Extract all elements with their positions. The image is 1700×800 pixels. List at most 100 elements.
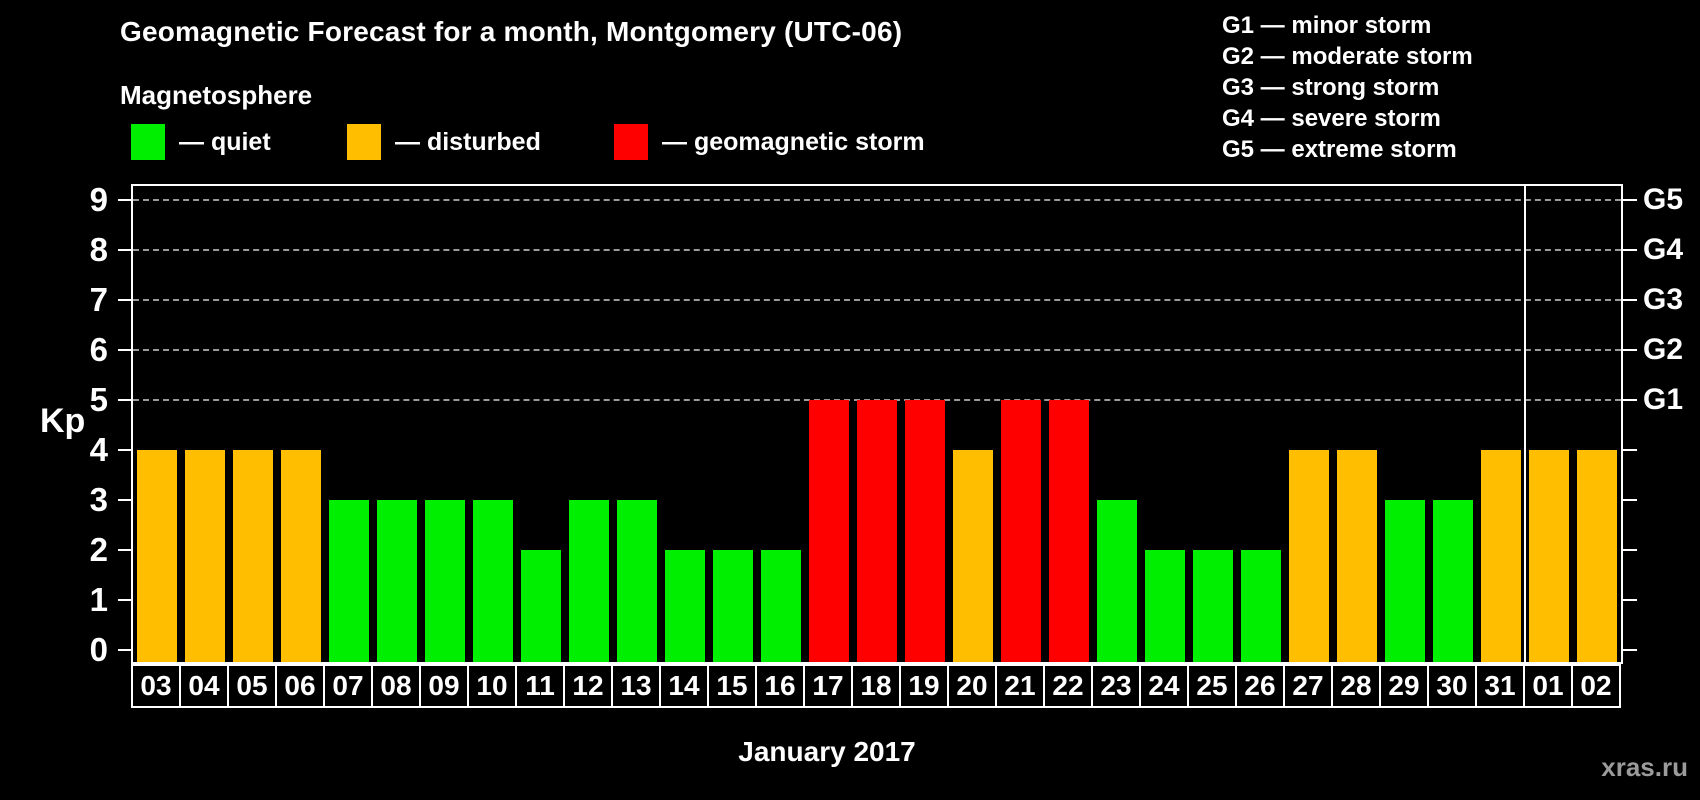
- day-label-10: 10: [467, 664, 517, 708]
- day-label-14: 14: [659, 664, 709, 708]
- month-boundary-line: [1524, 186, 1526, 662]
- right-tick-kp1: [1623, 599, 1637, 601]
- day-label-20: 20: [947, 664, 997, 708]
- right-tick-kp3: [1623, 499, 1637, 501]
- kp-bar-day-08: [377, 500, 417, 662]
- day-label-17: 17: [803, 664, 853, 708]
- legend-swatch-quiet: [131, 124, 165, 160]
- right-tick-kp5: [1623, 399, 1637, 401]
- kp-bar-day-27: [1289, 450, 1329, 662]
- day-label-21: 21: [995, 664, 1045, 708]
- left-tick-kp7: [118, 299, 131, 301]
- gridline-kp8: [133, 249, 1621, 251]
- g-scale-legend-line-5: G5 — extreme storm: [1222, 136, 1457, 163]
- x-axis-day-row: 03 04 05 06 07 08 09 10 11 12 13 14 15 16 17 18 19 20 21 22…: [131, 664, 1623, 710]
- kp-bar-day-13: [617, 500, 657, 662]
- legend-item-storm: — geomagnetic storm: [614, 122, 925, 162]
- kp-bar-day-15: [713, 550, 753, 662]
- day-label-16: 16: [755, 664, 805, 708]
- left-tick-kp8: [118, 249, 131, 251]
- day-label-29: 29: [1379, 664, 1429, 708]
- kp-bar-day-03: [137, 450, 177, 662]
- day-label-11: 11: [515, 664, 565, 708]
- magnetosphere-label: Magnetosphere: [120, 80, 313, 110]
- watermark: xras.ru: [1601, 752, 1688, 782]
- right-tick-kp8: [1623, 249, 1637, 251]
- y-tick-label-4: 4: [89, 431, 108, 468]
- legend-swatch-disturbed: [347, 124, 381, 160]
- right-axis-label-g4: G4: [1643, 233, 1684, 266]
- left-tick-kp2: [118, 549, 131, 551]
- left-tick-kp4: [118, 449, 131, 451]
- right-tick-kp4: [1623, 449, 1637, 451]
- kp-bar-day-22: [1049, 400, 1089, 662]
- kp-bar-day-31: [1481, 450, 1521, 662]
- y-tick-label-2: 2: [89, 531, 108, 568]
- right-axis-label-g5: G5: [1643, 183, 1684, 216]
- day-label-04: 04: [179, 664, 229, 708]
- right-tick-kp7: [1623, 299, 1637, 301]
- day-label-27: 27: [1283, 664, 1333, 708]
- day-label-01: 01: [1523, 664, 1573, 708]
- day-label-22: 22: [1043, 664, 1093, 708]
- kp-bar-day-14: [665, 550, 705, 662]
- kp-bar-day-06: [281, 450, 321, 662]
- left-tick-kp1: [118, 599, 131, 601]
- day-label-08: 08: [371, 664, 421, 708]
- x-axis-month-label: January 2017: [738, 736, 916, 767]
- legend-swatch-storm: [614, 124, 648, 160]
- y-tick-label-9: 9: [89, 181, 108, 218]
- day-label-09: 09: [419, 664, 469, 708]
- y-tick-label-8: 8: [89, 231, 108, 268]
- right-tick-kp9: [1623, 199, 1637, 201]
- y-axis-label: Kp: [40, 402, 86, 440]
- kp-bar-day-07: [329, 500, 369, 662]
- kp-bar-day-29: [1385, 500, 1425, 662]
- plot-area: [131, 184, 1623, 664]
- kp-bar-day-23: [1097, 500, 1137, 662]
- legend-label-disturbed: — disturbed: [395, 127, 541, 156]
- day-label-30: 30: [1427, 664, 1477, 708]
- right-axis-label-g3: G3: [1643, 283, 1684, 316]
- kp-bar-day-18: [857, 400, 897, 662]
- day-label-02: 02: [1571, 664, 1621, 708]
- left-tick-kp9: [118, 199, 131, 201]
- kp-bar-day-20: [953, 450, 993, 662]
- day-label-18: 18: [851, 664, 901, 708]
- left-tick-kp6: [118, 349, 131, 351]
- day-label-23: 23: [1091, 664, 1141, 708]
- day-label-12: 12: [563, 664, 613, 708]
- kp-bar-day-17: [809, 400, 849, 662]
- right-axis-label-g1: G1: [1643, 383, 1684, 416]
- left-tick-kp5: [118, 399, 131, 401]
- y-tick-label-6: 6: [89, 331, 108, 368]
- legend-item-quiet: — quiet: [131, 122, 271, 162]
- kp-bar-day-25: [1193, 550, 1233, 662]
- y-tick-label-3: 3: [89, 481, 108, 518]
- kp-bar-day-10: [473, 500, 513, 662]
- left-tick-kp0: [118, 649, 131, 651]
- kp-bar-day-09: [425, 500, 465, 662]
- g-scale-legend-line-2: G2 — moderate storm: [1222, 43, 1473, 70]
- kp-bar-day-05: [233, 450, 273, 662]
- kp-bar-day-26: [1241, 550, 1281, 662]
- day-label-05: 05: [227, 664, 277, 708]
- legend-label-storm: — geomagnetic storm: [662, 127, 925, 156]
- day-label-15: 15: [707, 664, 757, 708]
- kp-bar-day-21: [1001, 400, 1041, 662]
- kp-bar-day-01: [1529, 450, 1569, 662]
- y-tick-label-0: 0: [89, 631, 108, 668]
- gridline-kp7: [133, 299, 1621, 301]
- g-scale-legend-line-3: G3 — strong storm: [1222, 74, 1440, 101]
- right-tick-kp2: [1623, 549, 1637, 551]
- legend-label-quiet: — quiet: [179, 127, 271, 156]
- y-tick-label-1: 1: [89, 581, 108, 618]
- chart-title: Geomagnetic Forecast for a month, Montgo…: [120, 16, 903, 47]
- kp-bar-day-04: [185, 450, 225, 662]
- g-scale-legend: G1 — minor storm G2 — moderate storm G3 — …: [1222, 10, 1473, 165]
- right-tick-kp6: [1623, 349, 1637, 351]
- kp-bar-day-24: [1145, 550, 1185, 662]
- kp-bar-day-19: [905, 400, 945, 662]
- day-label-25: 25: [1187, 664, 1237, 708]
